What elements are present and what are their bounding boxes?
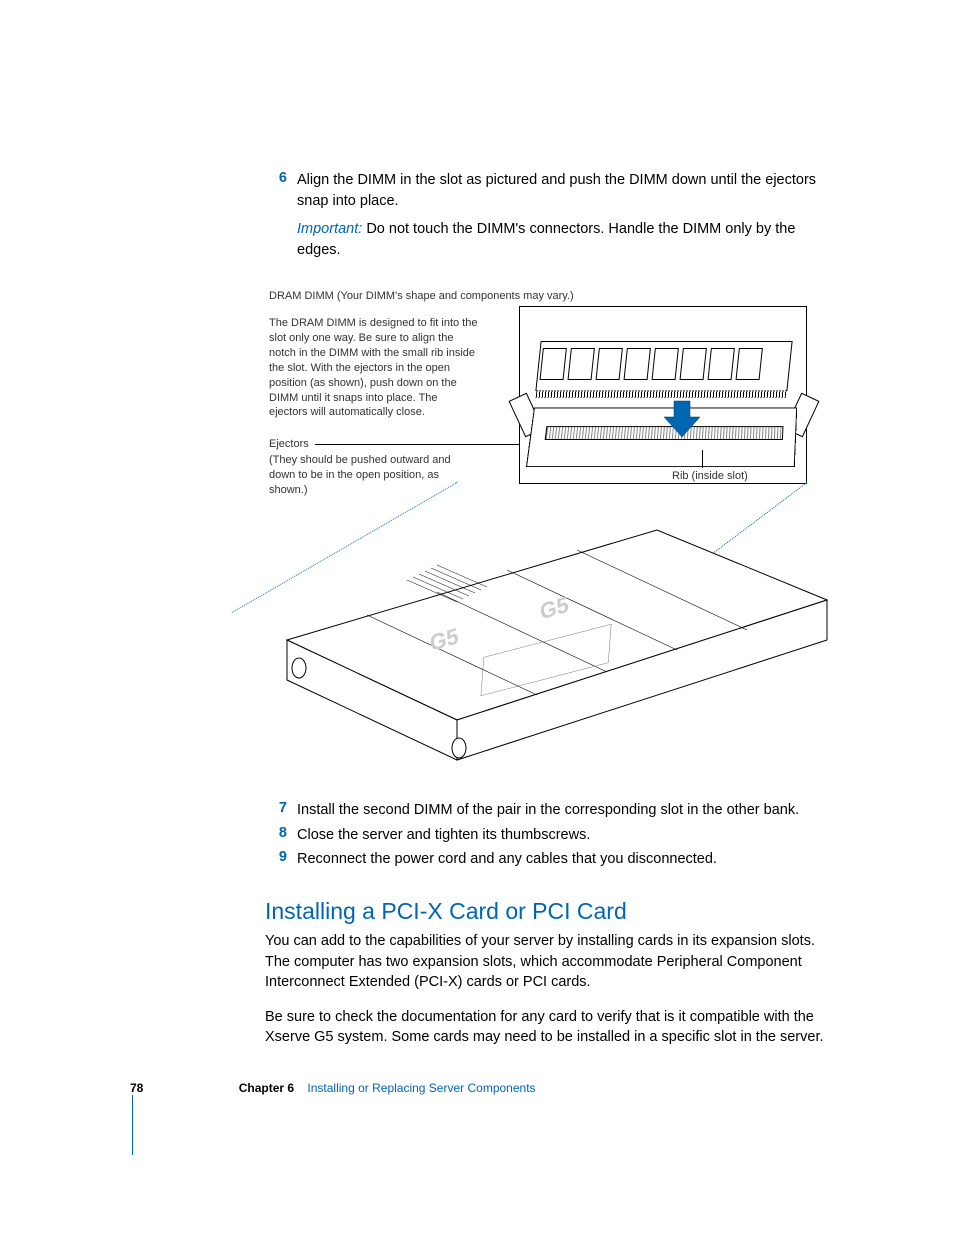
figure-design-note: The DRAM DIMM is designed to fit into th… [269,316,479,420]
important-note: Important: Do not touch the DIMM's conne… [297,219,835,260]
step-text: Close the server and tighten its thumbsc… [297,825,590,846]
footer-side-rule [132,1095,133,1155]
section-para-2: Be sure to check the documentation for a… [265,1007,835,1048]
chapter-title: Installing or Replacing Server Component… [307,1081,535,1095]
step-text: Align the DIMM in the slot as pictured a… [297,170,835,211]
page-number: 78 [130,1081,143,1095]
section-para-1: You can add to the capabilities of your … [265,931,835,993]
ejectors-label: Ejectors [269,438,309,450]
steps-continued: 7 Install the second DIMM of the pair in… [265,800,835,870]
step-9: 9 Reconnect the power cord and any cable… [265,849,835,870]
page: 6 Align the DIMM in the slot as pictured… [0,0,954,1235]
step-number: 9 [265,849,297,870]
section-heading-pcix: Installing a PCI-X Card or PCI Card [265,898,835,925]
step-7: 7 Install the second DIMM of the pair in… [265,800,835,821]
push-down-arrow-icon [662,399,702,439]
important-text: Do not touch the DIMM's connectors. Hand… [297,221,795,258]
ejector-leader-line [315,444,520,446]
dimm-module [535,341,792,391]
figure-dimm-install: DRAM DIMM (Your DIMM's shape and compone… [297,290,835,790]
chapter-label: Chapter 6 [239,1081,294,1095]
leader-rib [702,450,703,468]
dimm-connectors [536,390,787,398]
ejectors-note: (They should be pushed outward and down … [269,453,479,498]
figure-caption: DRAM DIMM (Your DIMM's shape and compone… [269,290,574,302]
step-number: 7 [265,800,297,821]
step-number: 6 [265,170,297,211]
page-footer: 78 Chapter 6 Installing or Replacing Ser… [130,1081,536,1095]
dimm-detail-box [519,306,807,484]
step-6: 6 Align the DIMM in the slot as pictured… [265,170,835,211]
important-label: Important: [297,221,362,237]
label-rib: Rib (inside slot) [672,470,748,482]
content-column: 6 Align the DIMM in the slot as pictured… [265,170,835,1062]
server-chassis-illustration: G5 G5 [277,520,837,790]
step-8: 8 Close the server and tighten its thumb… [265,825,835,846]
step-text: Reconnect the power cord and any cables … [297,849,717,870]
step-number: 8 [265,825,297,846]
step-text: Install the second DIMM of the pair in t… [297,800,799,821]
